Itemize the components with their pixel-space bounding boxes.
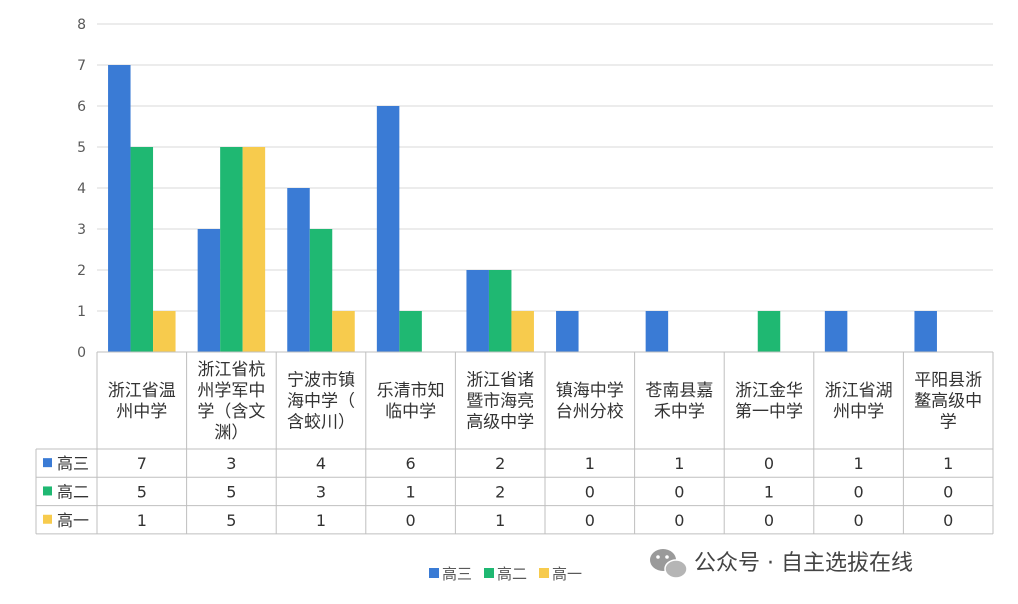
bar (108, 65, 131, 352)
legend: 高三 高二 高一 (429, 565, 582, 583)
data-label: 1 (854, 454, 864, 473)
data-label: 1 (137, 511, 147, 530)
data-label: 0 (585, 511, 595, 530)
y-tick-label: 1 (77, 304, 86, 320)
data-label: 0 (764, 511, 774, 530)
legend-entry: 高二 (497, 565, 527, 583)
legend-entry: 高三 (442, 565, 472, 583)
legend-swatch (429, 568, 439, 578)
y-tick-label: 4 (77, 181, 86, 197)
x-tick-label: 浙江省诸暨市海亮高级中学 (466, 371, 534, 433)
data-label: 0 (943, 511, 953, 530)
data-label: 0 (674, 482, 684, 501)
data-label: 1 (764, 482, 774, 501)
data-label: 7 (137, 454, 147, 473)
y-tick-label: 2 (77, 263, 86, 279)
data-label: 2 (495, 482, 505, 501)
bar (153, 311, 176, 352)
x-tick-label: 宁波市镇海中学（含蛟川） (287, 371, 355, 433)
y-tick-label: 6 (77, 99, 86, 115)
row-label: 高三 (57, 454, 89, 473)
data-label: 0 (943, 482, 953, 501)
data-label: 1 (495, 511, 505, 530)
x-tick-label: 苍南县嘉禾中学 (645, 381, 713, 422)
data-label: 0 (674, 511, 684, 530)
row-label: 高一 (57, 511, 89, 530)
bar (376, 106, 400, 352)
y-tick-label: 7 (77, 58, 86, 74)
bar (399, 311, 422, 352)
data-label: 1 (674, 454, 684, 473)
data-label: 0 (854, 511, 864, 530)
bar (309, 229, 333, 352)
data-label: 1 (943, 454, 953, 473)
x-tick-label: 浙江省杭州学军中学（含文渊） (197, 360, 265, 443)
x-tick-label: 浙江省湖州中学 (825, 381, 893, 422)
bar (242, 147, 266, 352)
bars (108, 65, 937, 352)
bar (466, 270, 489, 352)
legend-swatch (539, 568, 549, 578)
legend-entry: 高一 (552, 565, 582, 583)
data-label: 1 (406, 482, 416, 501)
data-label: 3 (226, 454, 236, 473)
y-axis-ticks: 0 1 2 3 4 5 6 7 8 (77, 17, 86, 361)
y-tick-label: 5 (77, 140, 86, 156)
legend-swatch (484, 568, 494, 578)
watermark: 公众号 · 自主选拔在线 (650, 549, 913, 579)
x-tick-label: 浙江省温州中学 (108, 381, 176, 422)
y-tick-label: 8 (77, 17, 86, 33)
y-tick-label: 0 (77, 345, 86, 361)
data-label: 5 (226, 511, 236, 530)
data-label: 3 (316, 482, 326, 501)
data-label: 0 (406, 511, 416, 530)
bar (824, 311, 848, 352)
x-tick-label: 浙江金华第一中学 (735, 381, 803, 422)
x-tick-label: 乐清市知临中学 (377, 381, 445, 422)
bar (332, 311, 355, 352)
x-tick-label: 镇海中学台州分校 (556, 381, 624, 422)
bar (556, 311, 579, 352)
bar (287, 188, 310, 352)
row-legend-key (43, 514, 52, 524)
data-label: 1 (316, 511, 326, 530)
data-label: 0 (764, 454, 774, 473)
row-label: 高二 (57, 482, 89, 501)
data-label: 2 (495, 454, 505, 473)
data-label: 1 (585, 454, 595, 473)
bar (197, 229, 221, 352)
wechat-icon (650, 549, 688, 579)
x-tick-label: 平阳县浙鳌高级中学 (914, 371, 982, 433)
data-label: 6 (406, 454, 416, 473)
bar (130, 147, 154, 352)
data-label: 5 (226, 482, 236, 501)
bar (757, 311, 781, 352)
data-label: 5 (137, 482, 147, 501)
bar (488, 270, 512, 352)
y-tick-label: 3 (77, 222, 86, 238)
data-label: 0 (585, 482, 595, 501)
watermark-text: 公众号 · 自主选拔在线 (694, 551, 913, 576)
row-legend-key (43, 458, 52, 468)
row-legend-key (43, 486, 52, 496)
data-label: 4 (316, 454, 326, 473)
bar (511, 311, 534, 352)
data-label: 0 (854, 482, 864, 501)
bar (220, 147, 243, 352)
bar (645, 311, 669, 352)
bar (914, 311, 937, 352)
